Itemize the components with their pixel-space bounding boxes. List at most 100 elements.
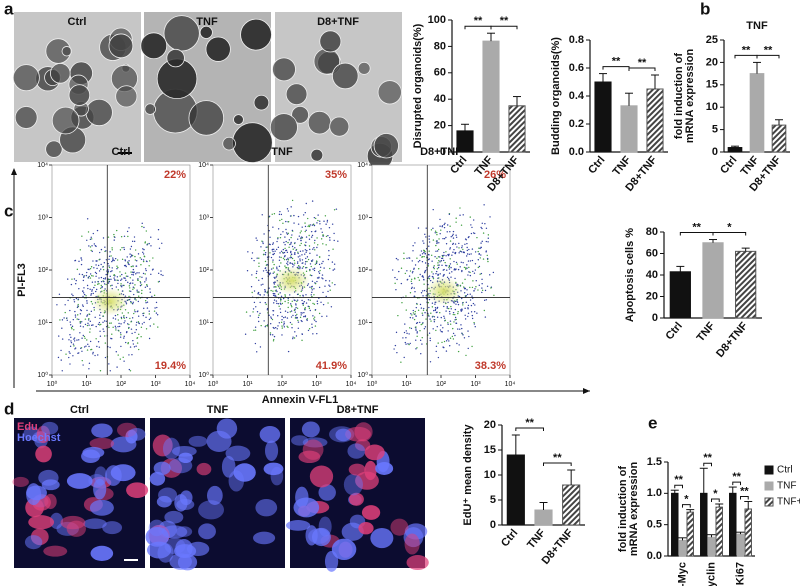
cytometry-dot (316, 246, 318, 249)
cytometry-dot (295, 306, 297, 309)
arrow-head (583, 388, 590, 394)
y-tick-label: 10 (706, 101, 718, 113)
bar (744, 508, 752, 557)
cytometry-dot (79, 309, 82, 311)
y-axis-label: fold induction of (617, 466, 629, 552)
cytometry-dot (403, 257, 405, 260)
cytometry-dot (481, 240, 483, 243)
cytometry-dot (132, 301, 134, 303)
cytometry-dot (466, 249, 469, 252)
cytometry-dot (157, 281, 160, 283)
cytometry-dot (438, 260, 440, 262)
cytometry-dot (156, 306, 158, 309)
cytometry-dot (436, 240, 438, 242)
cytometry-dot (457, 350, 460, 353)
cytometry-dot (142, 259, 145, 261)
cytometry-dot (459, 207, 461, 209)
cytometry-dot (451, 335, 454, 338)
cytometry-dot (429, 279, 432, 282)
cytometry-dot (423, 251, 425, 254)
cytometry-dot (269, 332, 272, 334)
bar (646, 88, 664, 153)
cytometry-dot (140, 336, 142, 338)
cytometry-dot (272, 272, 274, 274)
cytometry-dot (79, 313, 82, 315)
cytometry-dot (61, 338, 64, 340)
cytometry-dot (329, 285, 331, 287)
x-tick-label: Ctrl (663, 320, 684, 342)
cytometry-dot (411, 286, 413, 288)
cytometry-dot (280, 298, 282, 301)
cytometry-dot (136, 321, 138, 324)
panel-letter: b (700, 0, 710, 18)
cytometry-dot (150, 236, 152, 238)
cytometry-dot (431, 275, 434, 278)
cytometry-dot (133, 312, 135, 315)
cytometry-dot (111, 249, 113, 251)
cytometry-dot (444, 222, 446, 225)
cytometry-dot (471, 317, 474, 320)
cytometry-dot (290, 253, 293, 255)
nucleus (175, 526, 193, 537)
cytometry-dot (289, 294, 291, 296)
cytometry-dot (121, 312, 124, 314)
cytometry-dot (96, 345, 98, 348)
cytometry-dot (465, 239, 468, 241)
cytometry-dot (419, 330, 421, 332)
cytometry-dot (70, 340, 72, 342)
cytometry-dot (289, 215, 292, 217)
cytometry-dot (270, 317, 273, 320)
cytometry-dot (296, 316, 298, 319)
nucleus (102, 521, 123, 535)
cytometry-dot (425, 227, 427, 229)
organoid (253, 94, 270, 111)
cytometry-dot (417, 276, 419, 279)
cytometry-dot (272, 310, 274, 312)
cytometry-dot (104, 335, 106, 337)
cytometry-dot (409, 327, 411, 329)
nucleus (26, 485, 47, 501)
cytometry-dot (146, 301, 149, 303)
cytometry-dot (311, 326, 313, 329)
legend-swatch (764, 465, 774, 475)
cytometry-dot (73, 338, 75, 340)
bar (686, 511, 694, 557)
cytometry-dot (92, 232, 94, 235)
cytometry-dot (116, 259, 119, 261)
cytometry-dot (69, 309, 71, 312)
cytometry-dot (255, 272, 258, 275)
cytometry-dot (411, 260, 413, 262)
cytometry-dot (139, 276, 141, 278)
cytometry-dot (449, 263, 452, 265)
cytometry-dot (262, 241, 264, 243)
cytometry-dot (462, 248, 464, 251)
cytometry-dot (134, 331, 136, 334)
cytometry-dot (69, 363, 71, 365)
cytometry-dot (112, 317, 115, 319)
cytometry-dot (81, 359, 83, 362)
cytometry-dot (455, 234, 457, 236)
cytometry-dot (483, 309, 486, 312)
cytometry-dot (424, 262, 427, 264)
nucleus (94, 466, 108, 486)
cytometry-dot (295, 335, 298, 337)
cytometry-dot (85, 295, 87, 297)
cytometry-dot (128, 323, 130, 326)
cytometry-dot (318, 286, 321, 289)
cytometry-dot (271, 318, 274, 321)
cytometry-dot (269, 252, 271, 254)
quadrant-percent: 38.3% (475, 360, 506, 372)
cytometry-dot (274, 326, 277, 329)
nucleus (311, 527, 331, 547)
cytometry-dot (493, 294, 495, 297)
cytometry-dot (470, 311, 473, 313)
cytometry-dot (475, 286, 477, 288)
cytometry-dot (442, 237, 444, 240)
cytometry-dot (68, 356, 70, 359)
y-tick-label: 5 (490, 494, 496, 506)
cytometry-dot (99, 287, 102, 290)
cytometry-dot (128, 290, 131, 292)
nucleus (44, 493, 57, 510)
cytometry-dot (456, 342, 458, 345)
cytometry-dot (448, 268, 451, 270)
